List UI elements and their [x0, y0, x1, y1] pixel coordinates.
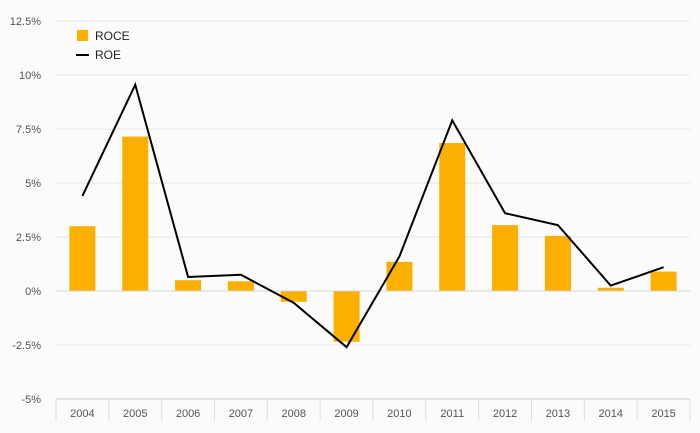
- roe-line: [81, 81, 664, 349]
- roce-bar-2004: [69, 226, 96, 291]
- y-tick-label: 0%: [25, 286, 41, 298]
- roce-bar-2015: [650, 271, 677, 291]
- legend: ROCE ROE: [76, 29, 130, 62]
- x-tick-label: 2011: [440, 408, 464, 420]
- x-tick-label: 2005: [123, 408, 147, 420]
- y-tick-label: -2.5%: [12, 340, 41, 352]
- roce-bar-2005: [122, 136, 149, 291]
- roe-line-series: [81, 81, 664, 349]
- y-tick-label: 2.5%: [16, 232, 41, 244]
- x-tick-label: 2014: [599, 408, 623, 420]
- x-tick-label: 2009: [334, 408, 358, 420]
- roce-bar-2009: [333, 291, 360, 342]
- y-tick-label: 5%: [25, 178, 41, 190]
- x-tick-label: 2012: [493, 408, 517, 420]
- legend-roce-label: ROCE: [95, 29, 130, 43]
- y-tick-label: 10%: [19, 70, 41, 82]
- roce-bars: [69, 136, 677, 342]
- x-tick-label: 2004: [70, 408, 94, 420]
- y-tick-label: 7.5%: [16, 124, 41, 136]
- x-tick-label: 2007: [229, 408, 253, 420]
- roce-bar-2012: [492, 225, 519, 291]
- legend-roe-label: ROE: [95, 48, 121, 62]
- x-tick-label: 2013: [546, 408, 570, 420]
- y-axis-ticks: -5% -2.5% 0% 2.5% 5% 7.5% 10% 12.5%: [10, 16, 41, 406]
- roce-bar-2014: [597, 287, 624, 291]
- legend-roce-swatch: [77, 30, 88, 41]
- roce-bar-2013: [544, 235, 571, 291]
- roce-bar-2008: [280, 291, 307, 302]
- roce-bar-2010: [386, 261, 413, 291]
- roce-bar-2007: [227, 281, 254, 291]
- y-tick-label: -5%: [21, 394, 41, 406]
- x-axis: 2004 2005 2006 2007 2008 2009 2010 2011 2012 2013…: [55, 398, 691, 421]
- roce-bar-2006: [175, 280, 202, 291]
- x-tick-label: 2010: [387, 408, 411, 420]
- y-tick-label: 12.5%: [10, 16, 41, 28]
- x-tick-label: 2006: [176, 408, 200, 420]
- x-tick-label: 2008: [282, 408, 306, 420]
- x-tick-label: 2015: [651, 408, 675, 420]
- roce-bar-2011: [439, 143, 466, 291]
